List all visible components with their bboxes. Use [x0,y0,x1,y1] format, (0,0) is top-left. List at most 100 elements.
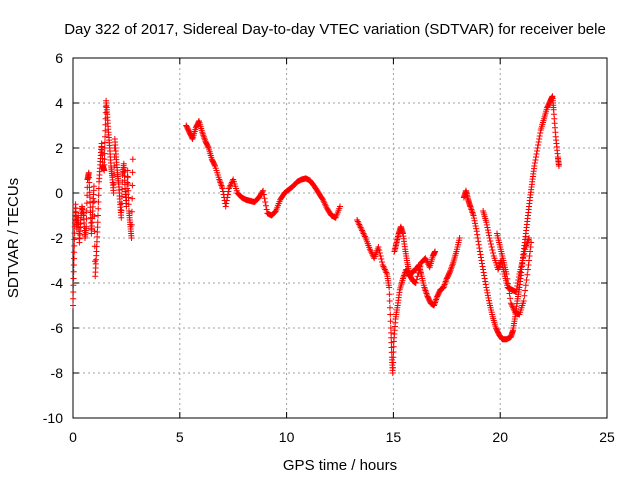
data-point [513,289,520,295]
x-tick-label: 5 [176,429,184,445]
data-point [389,370,396,376]
data-point [484,224,491,231]
data-point [390,349,397,355]
data-point [91,213,98,220]
gridlines [73,58,607,418]
data-point [390,359,397,366]
data-point [488,244,495,250]
data-point [223,197,230,204]
data-point [272,208,279,215]
data-point [390,354,397,361]
data-point [263,206,270,213]
data-point [387,318,394,325]
x-tick-label: 10 [279,429,295,445]
data-point [386,304,393,311]
data-point [94,219,101,226]
data-point [482,281,489,288]
data-point [70,275,77,282]
data-point [337,203,343,210]
data-point [532,157,539,163]
data-point [479,263,486,270]
data-point [261,195,268,202]
data-point [225,188,232,195]
data-point [224,194,231,201]
data-point [223,200,230,207]
data-point [479,260,486,267]
data-point [83,200,90,207]
data-point [386,291,393,298]
data-point [87,199,94,205]
data-point [474,235,481,241]
data-point [386,298,393,304]
data-point [474,231,481,238]
data-point [504,275,511,282]
data-point [71,242,78,249]
data-point [525,262,532,268]
y-tick-label: -4 [51,275,64,291]
data-point [94,212,101,219]
data-point [110,190,117,196]
data-point [319,195,326,202]
data-point [70,268,77,275]
data-point [387,311,394,318]
data-point [101,161,108,168]
data-point [480,266,487,273]
data-point [95,199,102,205]
data-point [128,221,135,228]
data-point [70,302,76,309]
data-point [526,235,533,241]
data-point [101,156,108,163]
data-point [532,154,539,160]
data-point [531,163,538,169]
data-point [432,248,439,255]
data-point [520,298,527,304]
data-point [376,250,383,256]
data-point [522,287,529,294]
data-point [95,192,102,199]
data-point [259,188,266,195]
data-point [83,208,90,214]
data-point [87,220,94,226]
data-point [71,249,78,256]
chart-title: Day 322 of 2017, Sidereal Day-to-day VTE… [64,21,606,38]
data-point [477,251,484,258]
data-point [535,142,542,148]
y-tick-label: 2 [55,140,63,156]
data-point [124,167,131,174]
data-point [128,235,135,241]
data-point [506,290,513,297]
data-point [537,130,544,136]
data-point [521,292,528,299]
data-point [101,167,108,174]
data-point [262,199,269,205]
data-point [475,238,482,245]
data-point [483,287,490,294]
data-point [446,269,453,276]
data-point [471,217,478,224]
data-point [483,221,490,228]
data-point [475,241,482,248]
data-point [83,215,90,222]
data-point [71,236,78,243]
data-point [222,203,229,210]
data-point [125,194,132,201]
data-point [481,272,488,279]
y-tick-label: 0 [55,185,63,201]
data-point [92,258,99,265]
data-point [386,284,393,291]
data-point [536,136,543,142]
data-point [220,188,227,195]
y-axis-label: SDTVAR / TECUs [5,178,22,298]
data-point [90,183,97,190]
y-tick-label: 4 [55,95,63,111]
data-point [505,280,512,287]
data-point [118,193,125,200]
data-point [470,212,477,219]
data-point [70,282,77,289]
data-point [129,195,136,202]
data-point [484,292,491,299]
data-point [485,232,492,239]
data-point [487,241,494,247]
y-axis: -10 -8 -6 -4 -2 0 2 4 6 [43,50,607,426]
